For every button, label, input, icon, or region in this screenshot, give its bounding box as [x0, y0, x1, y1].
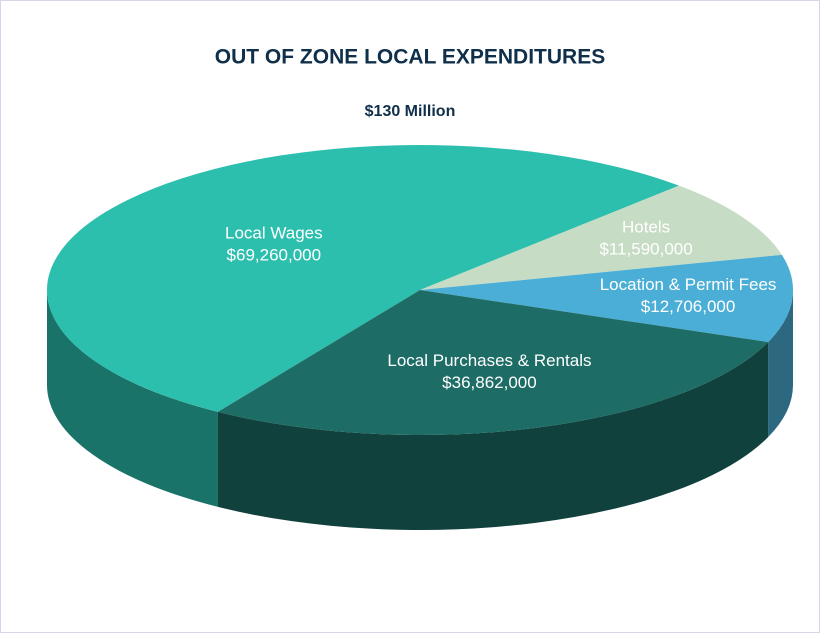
- pie-side: [46, 290, 218, 507]
- pie-side: [217, 342, 769, 530]
- pie-slice: [420, 185, 782, 290]
- slice-value-label: $12,706,000: [641, 297, 736, 316]
- pie-slice: [47, 144, 680, 412]
- slice-value-label: $36,862,000: [442, 373, 537, 392]
- pie-side: [768, 290, 793, 438]
- chart-title: OUT OF ZONE LOCAL EXPENDITURES: [215, 46, 605, 69]
- chart-subtitle: $130 Million: [365, 103, 456, 120]
- pie-slice: [420, 254, 793, 343]
- slice-label: Local Purchases & Rentals: [387, 351, 591, 370]
- slice-value-label: $11,590,000: [599, 240, 692, 259]
- slice-label: Location & Permit Fees: [600, 275, 777, 294]
- slice-value-label: $69,260,000: [227, 245, 322, 264]
- slice-label: Local Wages: [225, 223, 323, 242]
- pie-slice: [217, 290, 769, 435]
- slice-label: Hotels: [622, 218, 670, 237]
